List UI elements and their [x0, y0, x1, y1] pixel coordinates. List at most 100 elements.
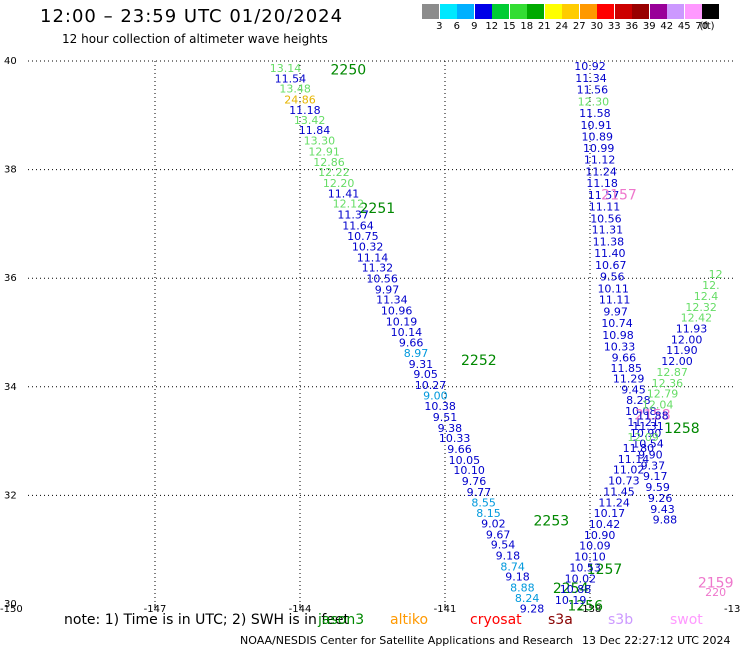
wave-height-label: 11.12 — [584, 154, 616, 167]
wave-height-label: 11.58 — [579, 107, 611, 120]
wave-height-label: 8.28 — [626, 394, 651, 407]
wave-height-label: 10.42 — [589, 518, 621, 531]
wave-height-label: 11.38 — [593, 236, 625, 249]
wave-height-label: 10.10 — [574, 551, 606, 564]
x-tick-label: -144 — [289, 604, 312, 615]
wave-height-label: 11.24 — [585, 166, 617, 179]
wave-height-label: 10.32 — [352, 241, 384, 254]
colorbar-swatch — [632, 4, 649, 19]
footer-date: 13 Dec 22:27:12 UTC 2024 — [582, 634, 731, 647]
wave-height-label: 11.32 — [362, 262, 394, 275]
pass-label: 2157 — [601, 187, 637, 203]
wave-height-label: 9.97 — [603, 306, 628, 319]
wave-height-label: 11.54 — [275, 73, 307, 86]
legend-item-altiko: altiko — [390, 612, 429, 628]
wave-height-label: 11.93 — [676, 323, 708, 336]
wave-height-label: 220 — [705, 586, 726, 599]
x-tick-label: -141 — [434, 604, 457, 615]
wave-height-label: 11.14 — [357, 251, 389, 264]
colorbar-swatch — [649, 4, 667, 19]
wave-height-label: 10.56 — [590, 212, 622, 225]
wave-height-label: 10.27 — [415, 379, 447, 392]
wave-height-label: 10.91 — [581, 119, 613, 132]
wave-height-label: 9.88 — [653, 514, 678, 527]
wave-height-label: 12.09 — [627, 431, 659, 444]
wave-height-label: 11.88 — [637, 409, 669, 422]
y-tick-label: 38 — [4, 165, 17, 176]
wave-height-label: 8.24 — [515, 592, 540, 605]
colorbar-label: 21 — [537, 21, 551, 32]
wave-height-label: 10.89 — [582, 130, 614, 143]
wave-height-label: 10.10 — [453, 464, 485, 477]
wave-height-label: 9.00 — [423, 389, 448, 402]
wave-height-label: 9.90 — [638, 448, 663, 461]
wave-height-label: 11.80 — [623, 442, 655, 455]
wave-height-label: 9.77 — [467, 486, 492, 499]
wave-height-label: 11.31 — [632, 420, 664, 433]
pass-label: 2158 — [635, 407, 671, 423]
wave-height-label: 10.19 — [386, 315, 418, 328]
wave-height-label: 9.56 — [600, 270, 625, 283]
colorbar-label: 12 — [485, 21, 499, 32]
footer-credit: NOAA/NESDIS Center for Satellite Applica… — [240, 634, 574, 647]
wave-height-label: 8.55 — [471, 496, 496, 509]
colorbar-swatch — [457, 4, 474, 19]
wave-height-label: 9.28 — [520, 603, 545, 616]
wave-height-label: 12. — [702, 279, 720, 292]
legend-item-jason3: jason3 — [318, 612, 365, 628]
wave-height-label: 12.00 — [671, 333, 703, 346]
x-tick-label: -138 — [579, 604, 602, 615]
y-tick-label: 36 — [4, 273, 17, 284]
wave-height-label: 12.12 — [333, 198, 365, 211]
colorbar-swatch — [614, 4, 632, 19]
colorbar-label: 36 — [625, 21, 639, 32]
wave-height-label: 11.14 — [618, 453, 650, 466]
wave-height-label: 10.56 — [366, 273, 398, 286]
colorbar-swatch — [684, 4, 702, 19]
pass-label: 2254 — [553, 581, 589, 597]
colorbar-label: 42 — [660, 21, 674, 32]
wave-height-label: 10.08 — [625, 405, 657, 418]
x-tick-label: -147 — [144, 604, 167, 615]
legend-item-swot: swot — [670, 612, 703, 628]
wave-height-label: 12.79 — [647, 388, 679, 401]
wave-height-label: 9.66 — [447, 443, 472, 456]
wave-height-label: 10.92 — [574, 60, 606, 73]
legend-item-s3a: s3a — [548, 612, 573, 628]
wave-height-label: 11.21 — [627, 416, 659, 429]
note-text: note: 1) Time is in UTC; 2) SWH is in fe… — [64, 612, 350, 628]
wave-height-label: 10.90 — [630, 427, 662, 440]
wave-height-label: 9.51 — [433, 411, 458, 424]
wave-height-label: 9.66 — [399, 337, 424, 350]
page-title: 12:00 – 23:59 UTC 01/20/2024 — [40, 6, 344, 27]
colorbar-swatch — [527, 4, 544, 19]
wave-height-label: 10.96 — [381, 305, 413, 318]
wave-height-label: 13.48 — [279, 82, 311, 95]
wave-height-label: 9.76 — [462, 475, 487, 488]
wave-height-label: 11.85 — [611, 362, 643, 375]
wave-height-label: 11.31 — [592, 224, 624, 237]
wave-height-label: 24.86 — [284, 93, 316, 106]
wave-height-label: 9.38 — [438, 422, 463, 435]
wave-height-label: 10.74 — [601, 317, 633, 330]
colorbar-label: 39 — [642, 21, 656, 32]
wave-height-label: 11.41 — [328, 187, 360, 200]
pass-label: 2251 — [360, 201, 396, 217]
wave-height-label: 11.02 — [613, 464, 645, 477]
colorbar-unit: (ft) — [699, 21, 715, 32]
wave-height-label: 8.15 — [476, 507, 501, 520]
colorbar-label: 3 — [436, 21, 443, 32]
wave-height-label: 12.86 — [313, 156, 345, 169]
wave-height-label: 10.09 — [579, 540, 611, 553]
legend-item-cryosat: cryosat — [470, 612, 522, 628]
colorbar-label: 15 — [502, 21, 516, 32]
y-tick-label: 30 — [4, 599, 17, 610]
wave-height-label: 13.42 — [294, 114, 326, 127]
colorbar-swatch — [492, 4, 509, 19]
wave-height-label: 10.17 — [594, 507, 626, 520]
wave-height-label: 11.64 — [342, 219, 374, 232]
wave-height-label: 9.54 — [491, 539, 516, 552]
colorbar-label: 45 — [677, 21, 691, 32]
wave-height-label: 9.18 — [505, 571, 530, 584]
